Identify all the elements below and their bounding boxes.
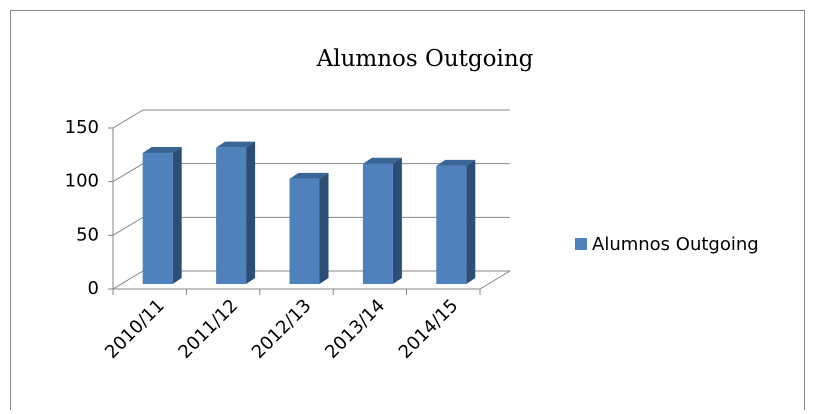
chart-title: Alumnos Outgoing [316,46,534,72]
bar-side [466,159,476,284]
bar-top [362,157,402,164]
bar-side [172,147,182,284]
bar-side [392,157,402,284]
legend-swatch [575,238,587,250]
bar [289,178,320,284]
bar-side [246,141,256,284]
bar-top [289,172,329,179]
y-tick-label: 100 [65,171,99,192]
bar-top [436,159,476,166]
bar [216,147,247,284]
bar [142,153,173,284]
bar-top [142,147,182,154]
legend-label: Alumnos Outgoing [592,234,759,255]
bar [362,163,393,284]
y-tick-label: 50 [76,224,99,245]
grid-line [112,109,510,129]
bar-top [216,141,256,148]
bar-side [319,172,329,284]
y-tick-label: 150 [65,117,99,138]
y-tick-label: 0 [88,278,99,299]
bar [436,165,467,284]
